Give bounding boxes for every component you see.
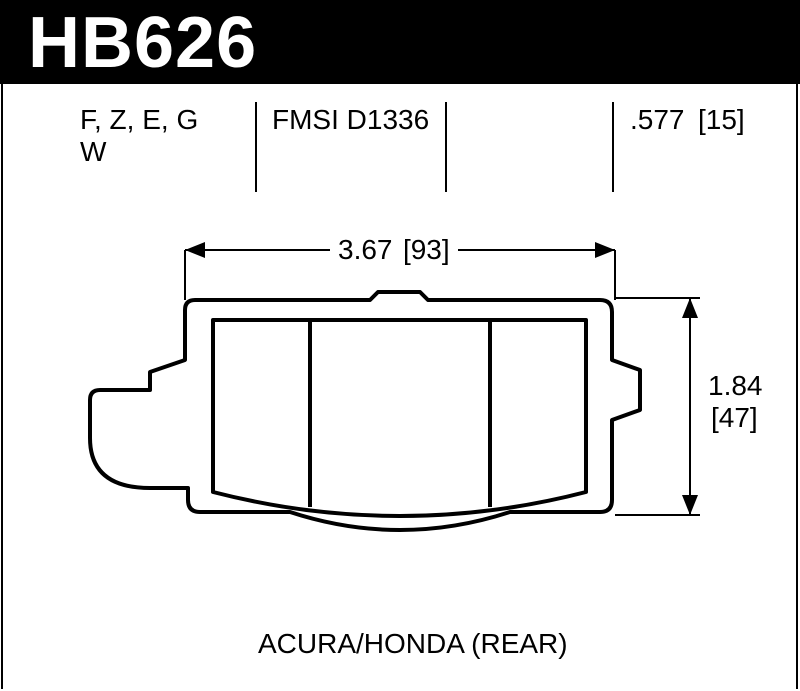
spec-sheet: HB626 F, Z, E, G W FMSI D1336 .577 [15] … xyxy=(0,0,800,691)
application-label: ACURA/HONDA (REAR) xyxy=(258,628,568,660)
brake-pad-drawing xyxy=(0,0,800,691)
